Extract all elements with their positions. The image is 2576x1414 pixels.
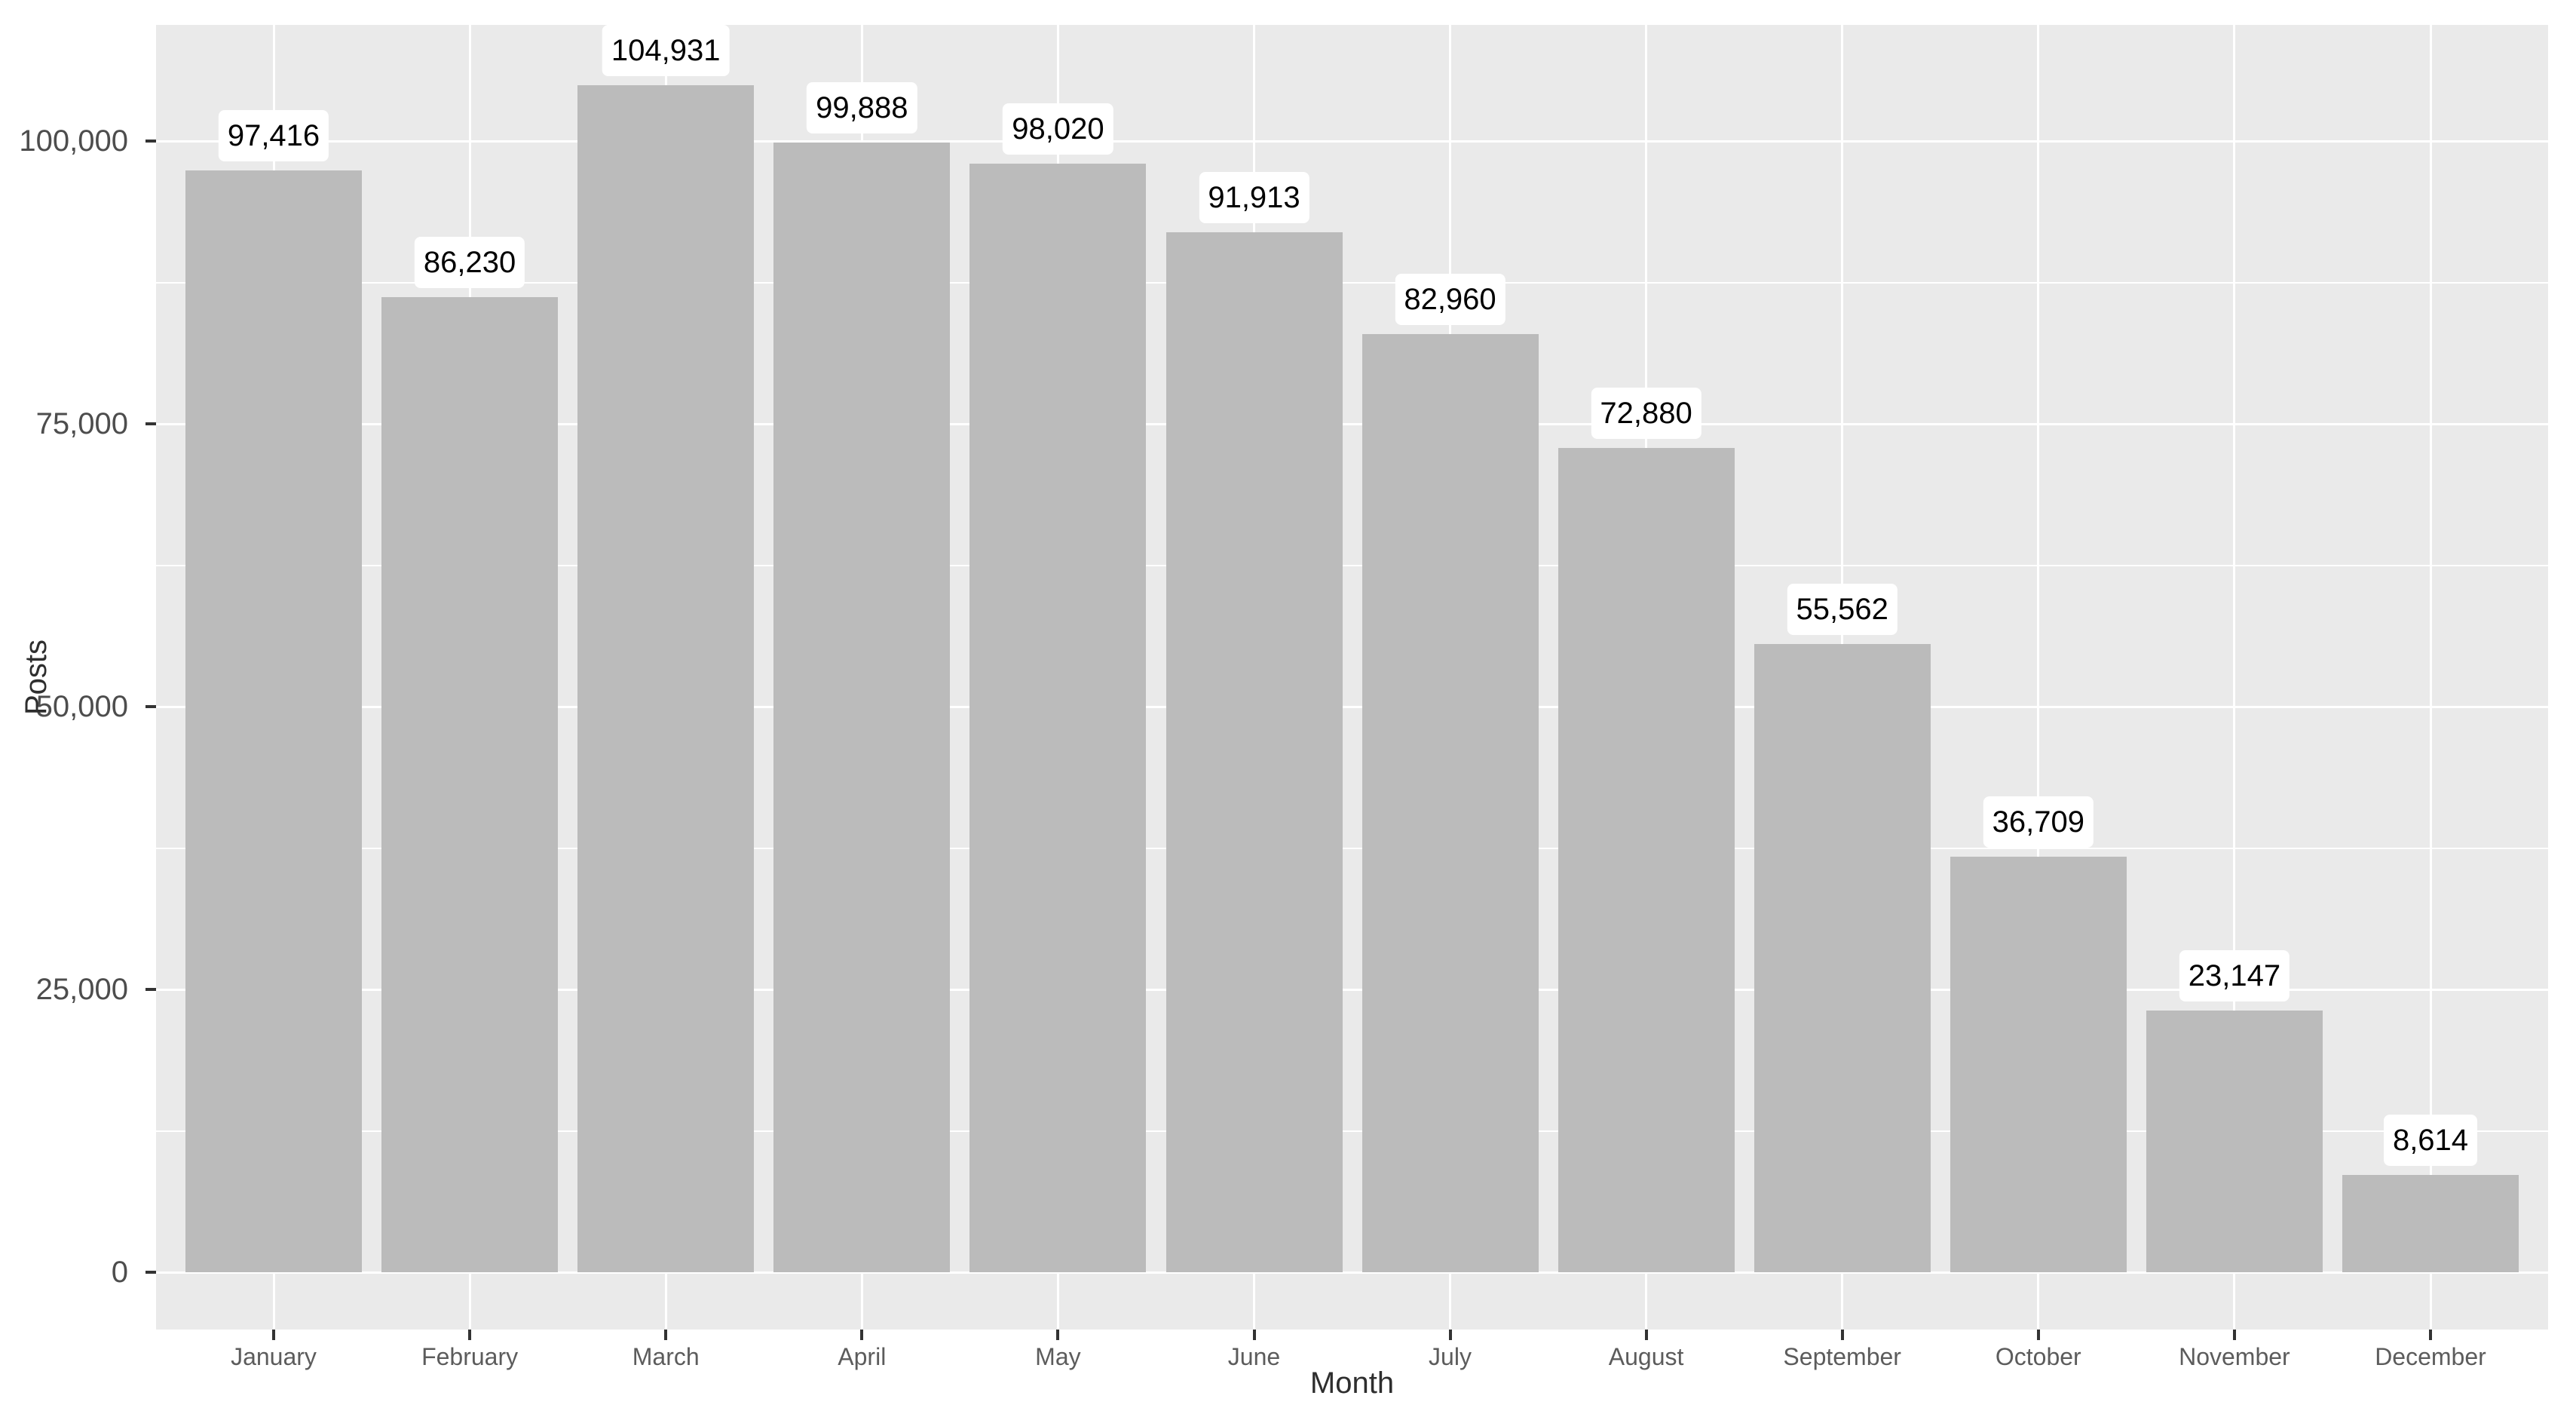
x-tick-label: May: [1035, 1343, 1081, 1370]
gridline-major-v: [2037, 25, 2040, 1330]
bar-value-label: 98,020: [1003, 103, 1113, 155]
x-tick-label: October: [1995, 1343, 2081, 1370]
bar-value-label: 23,147: [2179, 949, 2290, 1001]
x-tick-mark: [1252, 1330, 1256, 1340]
x-tick-label: April: [838, 1343, 887, 1370]
x-tick-label: March: [632, 1343, 700, 1370]
bar: [2342, 1174, 2519, 1272]
y-tick-mark: [145, 422, 156, 425]
bar: [185, 170, 362, 1272]
gridline-major-h: [156, 705, 2548, 708]
x-tick-label: February: [421, 1343, 519, 1370]
y-tick-mark: [145, 1271, 156, 1274]
x-tick-mark: [2429, 1330, 2432, 1340]
gridline-major-h: [156, 1271, 2548, 1274]
x-tick-label: June: [1227, 1343, 1281, 1370]
bar: [1950, 857, 2127, 1272]
x-tick-mark: [468, 1330, 472, 1340]
gridline-major-h: [156, 140, 2548, 143]
x-tick-mark: [1056, 1330, 1060, 1340]
bar-value-label: 72,880: [1591, 387, 1702, 439]
x-tick-mark: [1448, 1330, 1452, 1340]
x-tick-mark: [2036, 1330, 2040, 1340]
y-tick-label: 0: [111, 1256, 128, 1289]
x-axis-title: Month: [1309, 1366, 1395, 1400]
y-tick-mark: [145, 988, 156, 991]
gridline-minor-h: [156, 281, 2548, 284]
bar: [2146, 1010, 2323, 1272]
bar: [1165, 232, 1343, 1272]
bar-value-label: 82,960: [1395, 273, 1505, 325]
x-tick-label: January: [231, 1343, 317, 1370]
bar: [577, 85, 755, 1272]
gridline-minor-h: [156, 1130, 2548, 1132]
bar: [381, 296, 559, 1272]
y-tick-label: 75,000: [35, 407, 128, 440]
x-tick-mark: [1644, 1330, 1648, 1340]
bar: [1754, 643, 1931, 1272]
x-tick-mark: [664, 1330, 668, 1340]
bar-value-label: 97,416: [218, 109, 329, 161]
y-tick-label: 100,000: [19, 124, 128, 158]
x-tick-label: December: [2375, 1343, 2486, 1370]
y-tick-mark: [145, 140, 156, 143]
gridline-major-h: [156, 988, 2548, 991]
x-tick-mark: [2232, 1330, 2236, 1340]
bar: [1558, 447, 1735, 1272]
x-tick-mark: [1840, 1330, 1844, 1340]
gridline-minor-h: [156, 847, 2548, 849]
x-tick-mark: [860, 1330, 864, 1340]
x-tick-label: September: [1783, 1343, 1901, 1370]
x-tick-label: August: [1608, 1343, 1684, 1370]
y-tick-label: 50,000: [35, 690, 128, 723]
gridline-major-h: [156, 422, 2548, 425]
gridline-minor-h: [156, 564, 2548, 566]
bar-value-label: 104,931: [602, 25, 730, 76]
bar: [969, 163, 1147, 1272]
x-tick-label: November: [2179, 1343, 2290, 1370]
plot-panel: 97,416 86,230 104,931 99,888 98,020 91,913 82,…: [156, 25, 2548, 1330]
bar-value-label: 36,709: [1983, 796, 2094, 848]
y-axis-title: Posts: [20, 639, 53, 716]
bar-value-label: 91,913: [1199, 172, 1309, 224]
gridline-major-v: [2429, 25, 2432, 1330]
bar: [1362, 333, 1539, 1272]
x-tick-label: July: [1429, 1343, 1472, 1370]
bar-value-label: 55,562: [1787, 583, 1898, 635]
bar-value-label: 8,614: [2383, 1114, 2478, 1166]
bar-value-label: 99,888: [807, 81, 917, 133]
y-tick-label: 25,000: [35, 973, 128, 1006]
gridline-major-v: [2233, 25, 2236, 1330]
y-tick-mark: [145, 705, 156, 708]
x-tick-mark: [272, 1330, 275, 1340]
bar-value-label: 86,230: [414, 236, 525, 288]
bar: [773, 142, 951, 1272]
